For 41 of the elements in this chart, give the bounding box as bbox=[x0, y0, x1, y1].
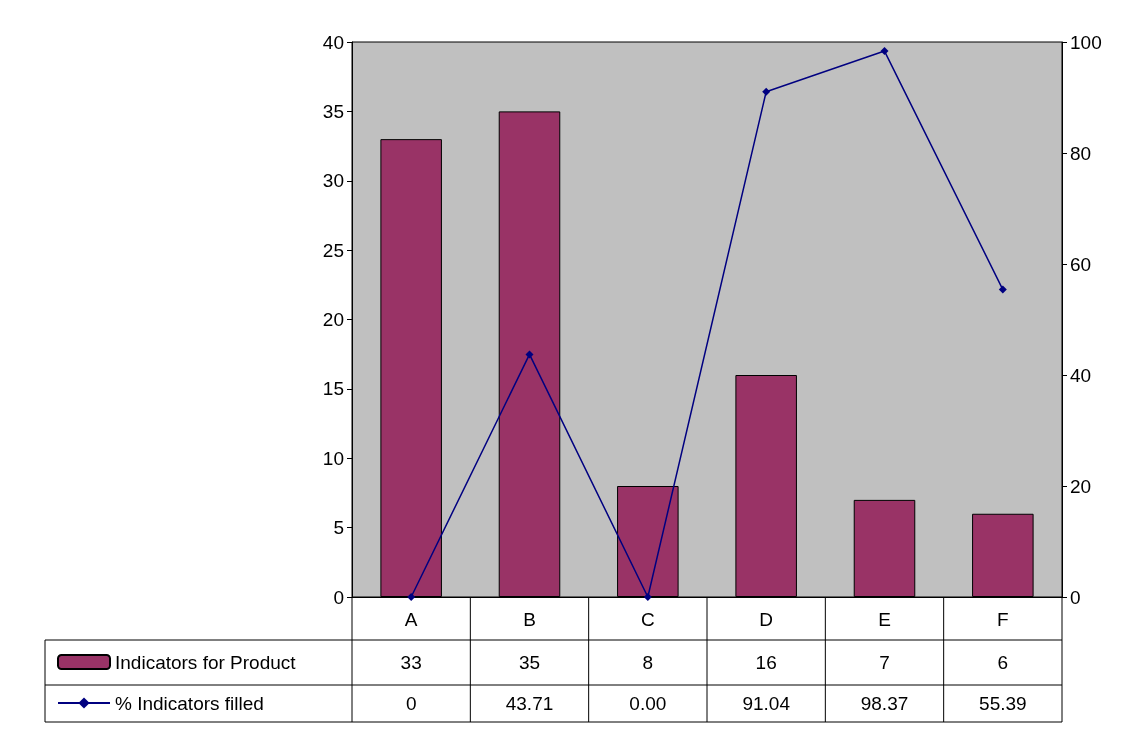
data-label: 8 bbox=[642, 652, 654, 673]
point bbox=[762, 87, 771, 96]
y2-tick-label: 60 bbox=[1070, 253, 1092, 275]
data-label: 35 bbox=[518, 652, 541, 673]
data-label: 55.39 bbox=[979, 693, 1027, 714]
data-label: 0.00 bbox=[629, 693, 667, 714]
y-tick-label: 10 bbox=[322, 447, 344, 469]
y-tick-label: 25 bbox=[322, 239, 344, 261]
y-tick-label: 35 bbox=[322, 100, 344, 122]
x-tick-label: E bbox=[878, 609, 891, 630]
data-label: 98.37 bbox=[860, 693, 909, 714]
x-tick-label: A bbox=[404, 609, 418, 630]
y-tick-label: 40 bbox=[322, 31, 344, 53]
point bbox=[880, 47, 889, 56]
x-tick-label: B bbox=[523, 609, 536, 630]
y-tick-label: 0 bbox=[333, 586, 344, 608]
data-label: 16 bbox=[755, 652, 777, 673]
data-label: 91.04 bbox=[742, 693, 791, 714]
data-label: 7 bbox=[879, 652, 890, 673]
y2-tick-label: 80 bbox=[1070, 142, 1092, 164]
point bbox=[998, 285, 1007, 294]
data-label: 33 bbox=[400, 652, 422, 673]
point bbox=[525, 350, 534, 359]
y2-tick-label: 100 bbox=[1070, 31, 1102, 53]
y-tick-label: 20 bbox=[322, 309, 344, 330]
y2-tick-label: 40 bbox=[1070, 364, 1092, 386]
y-tick-label: 5 bbox=[333, 517, 344, 539]
point bbox=[643, 593, 652, 601]
y2-tick-label: 20 bbox=[1070, 475, 1092, 497]
x-tick-label: F bbox=[997, 609, 1009, 630]
data-label: 6 bbox=[997, 652, 1009, 673]
legend-label: Indicators for Product bbox=[115, 651, 297, 673]
y2-tick-label: 0 bbox=[1070, 586, 1081, 608]
x-tick-label: C bbox=[640, 609, 655, 630]
y-tick-label: 30 bbox=[322, 170, 344, 192]
legend-label: % Indicators filled bbox=[115, 692, 264, 714]
y-tick-label: 15 bbox=[322, 378, 344, 400]
data-label: 0 bbox=[405, 693, 417, 714]
x-tick-label: D bbox=[759, 609, 774, 630]
point bbox=[407, 593, 416, 601]
data-label: 43.71 bbox=[505, 693, 554, 714]
